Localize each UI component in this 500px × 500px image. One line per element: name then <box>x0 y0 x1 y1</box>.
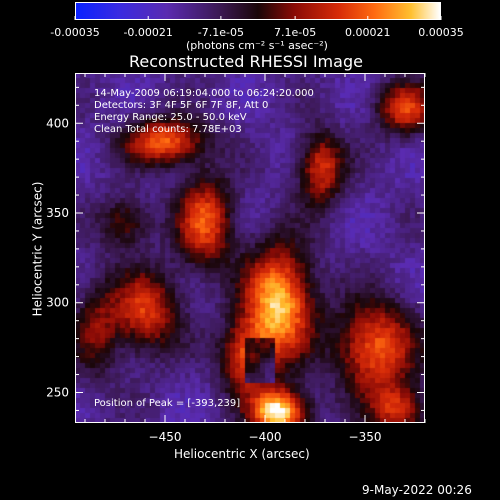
colorbar-tick-label: 0.00021 <box>345 26 391 39</box>
plot-frame <box>75 73 425 423</box>
x-tick-label: −350 <box>349 430 382 444</box>
chart-title: Reconstructed RHESSI Image <box>129 52 363 71</box>
colorbar <box>75 2 441 20</box>
annotation-counts: Clean Total counts: 7.78E+03 <box>94 124 242 135</box>
peak-position-label: Position of Peak = [-393,239] <box>94 398 241 409</box>
colorbar-tick-label: -0.00035 <box>50 26 99 39</box>
x-tick-label: −400 <box>249 430 282 444</box>
y-tick-label: 350 <box>46 206 69 220</box>
y-tick-label: 250 <box>46 385 69 399</box>
annotation-energy: Energy Range: 25.0 - 50.0 keV <box>94 112 247 123</box>
colorbar-ticks: -0.00035 -0.00021 -7.1e-05 7.1e-05 0.00021 0.… <box>50 16 464 39</box>
colorbar-tick-label: 0.00035 <box>418 26 464 39</box>
x-tick-label: −450 <box>149 430 182 444</box>
colorbar-tick-label: -7.1e-05 <box>198 26 244 39</box>
heatmap-image <box>75 73 425 423</box>
annotation-time: 14-May-2009 06:19:04.000 to 06:24:20.000 <box>94 88 314 99</box>
colorbar-tick-label: 7.1e-05 <box>274 26 316 39</box>
y-tick-label: 400 <box>46 116 69 130</box>
y-tick-label: 300 <box>46 296 69 310</box>
y-axis-label: Heliocentric Y (arcsec) <box>30 181 45 317</box>
footer-date: 9-May-2022 00:26 <box>362 483 472 497</box>
x-axis-label: Heliocentric X (arcsec) <box>174 447 310 461</box>
annotation-detectors: Detectors: 3F 4F 5F 6F 7F 8F, Att 0 <box>94 100 269 111</box>
colorbar-units: (photons cm⁻² s⁻¹ asec⁻²) <box>186 39 328 52</box>
colorbar-tick-label: -0.00021 <box>123 26 172 39</box>
